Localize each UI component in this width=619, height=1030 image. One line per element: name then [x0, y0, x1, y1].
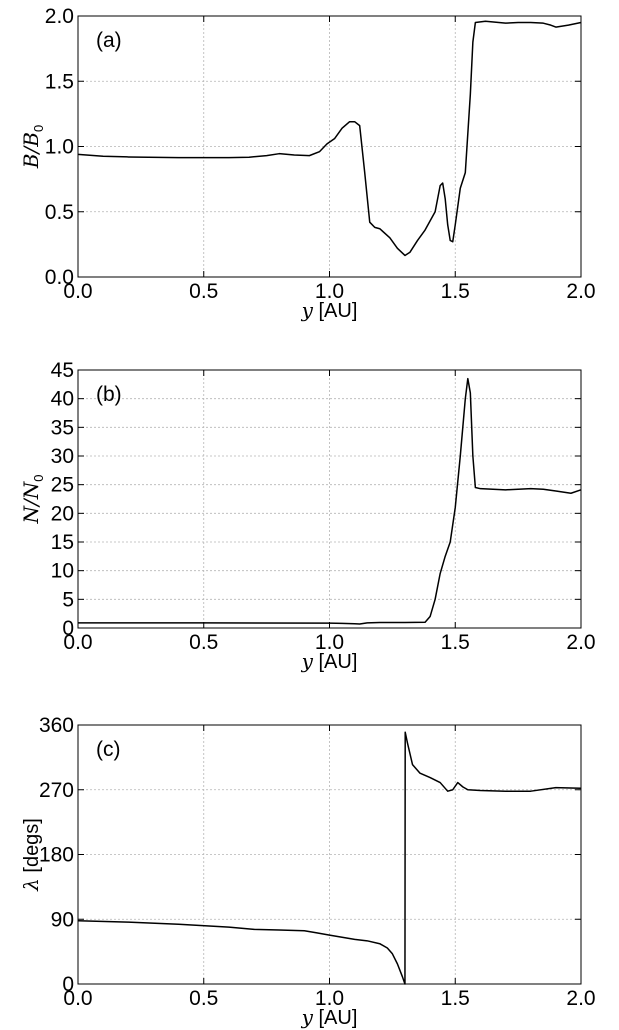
data-line [78, 377, 582, 625]
x-tick-label: 1.5 [441, 280, 470, 303]
data-line [77, 20, 582, 257]
y-axis-label: B/B0 [19, 125, 46, 169]
y-tick-label: 0.0 [45, 266, 74, 289]
x-tick-label: 0.0 [63, 631, 92, 654]
x-tick-label: 1.0 [315, 987, 344, 1010]
x-tick-label: 2.0 [566, 987, 595, 1010]
panel-a: 0.0 0.5 1.0 1.5 2.0 0.0 0.5 1.0 1.5 2.0 (a) y [AU] B… [19, 5, 596, 322]
y-axis-label: N/N0 [19, 475, 46, 525]
x-tick-label: 1.5 [441, 631, 470, 654]
y-axis-label: λ [degs] [19, 818, 43, 892]
y-tick-label: 270 [39, 779, 74, 802]
x-tick-label: 1.5 [441, 987, 470, 1010]
y-tick-label: 35 [51, 416, 74, 439]
x-tick-label: 2.0 [566, 631, 595, 654]
panel-b: 0.0 0.5 1.0 1.5 2.0 0 5 10 15 20 25 30 35 40 45 (b) y [A… [19, 359, 596, 673]
panel-label: (b) [96, 383, 122, 406]
panel-label: (c) [96, 738, 121, 761]
y-tick-label: 0.5 [45, 201, 74, 224]
y-tick-label: 0 [62, 617, 74, 640]
y-tick-label: 25 [51, 474, 74, 497]
data-line [77, 731, 582, 985]
x-tick-label: 1.0 [315, 631, 344, 654]
y-tick-label: 1.0 [45, 136, 74, 159]
x-tick-label: 2.0 [566, 280, 595, 303]
y-tick-label: 20 [51, 502, 74, 525]
y-tick-label: 2.0 [45, 5, 74, 28]
x-axis-label: y [AU] [301, 1005, 358, 1029]
x-tick-label: 0.0 [63, 987, 92, 1010]
y-tick-label: 360 [39, 714, 74, 737]
x-tick-label: 1.0 [315, 280, 344, 303]
x-tick-label: 0.0 [63, 280, 92, 303]
panel-c: 0.0 0.5 1.0 1.5 2.0 0 90 180 270 360 (c) y [AU] λ [d… [19, 714, 596, 1029]
x-axis-label: y [AU] [301, 649, 358, 673]
y-tick-label: 15 [51, 531, 74, 554]
x-tick-label: 0.5 [189, 280, 218, 303]
y-tick-label: 30 [51, 445, 74, 468]
y-tick-label: 45 [51, 359, 74, 382]
panel-label: (a) [96, 29, 122, 52]
y-tick-label: 0 [62, 973, 74, 996]
y-tick-label: 10 [51, 560, 74, 583]
y-tick-label: 90 [51, 908, 74, 931]
x-axis-label: y [AU] [301, 298, 358, 322]
y-tick-label: 1.5 [45, 70, 74, 93]
y-tick-label: 180 [39, 844, 74, 867]
x-tick-label: 0.5 [189, 987, 218, 1010]
y-tick-label: 40 [51, 388, 74, 411]
y-tick-label: 5 [62, 588, 74, 611]
x-tick-label: 0.5 [189, 631, 218, 654]
